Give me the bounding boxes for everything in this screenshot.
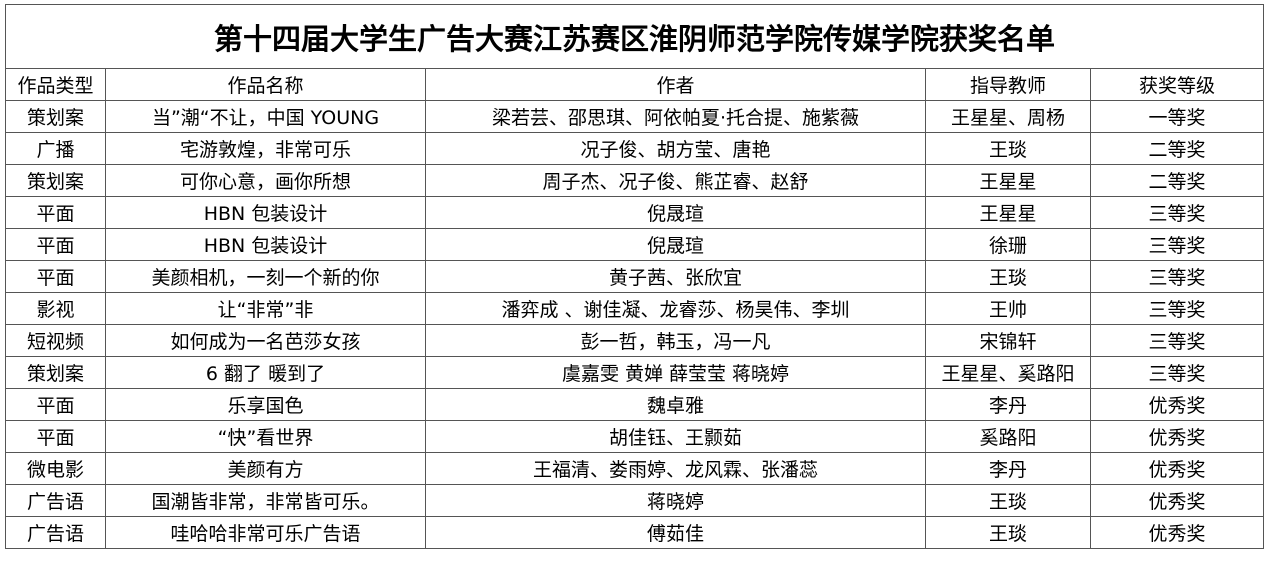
cell-advisor: 王琰 bbox=[925, 516, 1091, 549]
cell-type: 平面 bbox=[5, 260, 106, 293]
cell-authors: 潘弈成 、谢佳凝、龙睿莎、杨昊伟、李圳 bbox=[425, 292, 926, 325]
cell-work-name: HBN 包装设计 bbox=[105, 196, 426, 229]
cell-award: 优秀奖 bbox=[1089, 452, 1265, 485]
cell-advisor: 王琰 bbox=[925, 132, 1091, 165]
table-row: 广告语 国潮皆非常，非常皆可乐。 蒋晓婷 王琰 优秀奖 bbox=[5, 484, 1265, 517]
cell-type: 策划案 bbox=[5, 164, 106, 197]
cell-authors: 傅茹佳 bbox=[425, 516, 926, 549]
cell-advisor: 王琰 bbox=[925, 484, 1091, 517]
cell-award: 优秀奖 bbox=[1089, 388, 1265, 421]
table-row: 微电影 美颜有方 王福清、娄雨婷、龙风霖、张潘蕊 李丹 优秀奖 bbox=[5, 452, 1265, 485]
header-advisor: 指导教师 bbox=[925, 68, 1091, 101]
cell-advisor: 王星星 bbox=[925, 164, 1091, 197]
cell-authors: 况子俊、胡方莹、唐艳 bbox=[425, 132, 926, 165]
cell-type: 短视频 bbox=[5, 324, 106, 357]
cell-work-name: 当”潮“不让，中国 YOUNG bbox=[105, 100, 426, 133]
cell-award: 一等奖 bbox=[1089, 100, 1265, 133]
cell-authors: 虞嘉雯 黄婵 薛莹莹 蒋晓婷 bbox=[425, 356, 926, 389]
table-row: 平面 “快”看世界 胡佳钰、王颢茹 奚路阳 优秀奖 bbox=[5, 420, 1265, 453]
cell-authors: 周子杰、况子俊、熊芷睿、赵舒 bbox=[425, 164, 926, 197]
cell-type: 策划案 bbox=[5, 100, 106, 133]
cell-award: 三等奖 bbox=[1089, 292, 1265, 325]
cell-award: 三等奖 bbox=[1089, 324, 1265, 357]
header-row: 作品类型 作品名称 作者 指导教师 获奖等级 bbox=[5, 68, 1265, 101]
cell-type: 平面 bbox=[5, 420, 106, 453]
table-row: 短视频 如何成为一名芭莎女孩 彭一哲，韩玉，冯一凡 宋锦轩 三等奖 bbox=[5, 324, 1265, 357]
cell-authors: 胡佳钰、王颢茹 bbox=[425, 420, 926, 453]
header-authors: 作者 bbox=[425, 68, 926, 101]
cell-authors: 王福清、娄雨婷、龙风霖、张潘蕊 bbox=[425, 452, 926, 485]
cell-work-name: 美颜相机，一刻一个新的你 bbox=[105, 260, 426, 293]
cell-advisor: 徐珊 bbox=[925, 228, 1091, 261]
table-row: 平面 乐享国色 魏卓雅 李丹 优秀奖 bbox=[5, 388, 1265, 421]
cell-work-name: 美颜有方 bbox=[105, 452, 426, 485]
cell-work-name: 如何成为一名芭莎女孩 bbox=[105, 324, 426, 357]
table-row: 影视 让“非常”非 潘弈成 、谢佳凝、龙睿莎、杨昊伟、李圳 王帅 三等奖 bbox=[5, 292, 1265, 325]
cell-advisor: 李丹 bbox=[925, 388, 1091, 421]
table-row: 平面 美颜相机，一刻一个新的你 黄子茜、张欣宜 王琰 三等奖 bbox=[5, 260, 1265, 293]
cell-advisor: 宋锦轩 bbox=[925, 324, 1091, 357]
table-row: 广播 宅游敦煌，非常可乐 况子俊、胡方莹、唐艳 王琰 二等奖 bbox=[5, 132, 1265, 165]
cell-authors: 倪晟瑄 bbox=[425, 196, 926, 229]
cell-work-name: 让“非常”非 bbox=[105, 292, 426, 325]
cell-award: 三等奖 bbox=[1089, 260, 1265, 293]
header-work-name: 作品名称 bbox=[105, 68, 426, 101]
cell-type: 广告语 bbox=[5, 484, 106, 517]
cell-award: 优秀奖 bbox=[1089, 484, 1265, 517]
cell-type: 广播 bbox=[5, 132, 106, 165]
table-row: 策划案 可你心意，画你所想 周子杰、况子俊、熊芷睿、赵舒 王星星 二等奖 bbox=[5, 164, 1265, 197]
cell-type: 平面 bbox=[5, 228, 106, 261]
cell-award: 三等奖 bbox=[1089, 196, 1265, 229]
cell-authors: 倪晟瑄 bbox=[425, 228, 926, 261]
cell-award: 二等奖 bbox=[1089, 164, 1265, 197]
cell-work-name: 6 翻了 暖到了 bbox=[105, 356, 426, 389]
table-row: 平面 HBN 包装设计 倪晟瑄 王星星 三等奖 bbox=[5, 196, 1265, 229]
cell-award: 二等奖 bbox=[1089, 132, 1265, 165]
cell-authors: 魏卓雅 bbox=[425, 388, 926, 421]
cell-advisor: 王帅 bbox=[925, 292, 1091, 325]
title-row: 第十四届大学生广告大赛江苏赛区淮阴师范学院传媒学院获奖名单 bbox=[4, 4, 1265, 69]
award-list-table: 第十四届大学生广告大赛江苏赛区淮阴师范学院传媒学院获奖名单 作品类型 作品名称 … bbox=[4, 4, 1265, 549]
table-row: 策划案 当”潮“不让，中国 YOUNG 梁若芸、邵思琪、阿依帕夏·托合提、施紫薇 王星… bbox=[5, 100, 1265, 133]
cell-work-name: 宅游敦煌，非常可乐 bbox=[105, 132, 426, 165]
cell-work-name: 国潮皆非常，非常皆可乐。 bbox=[105, 484, 426, 517]
cell-authors: 蒋晓婷 bbox=[425, 484, 926, 517]
table-row: 广告语 哇哈哈非常可乐广告语 傅茹佳 王琰 优秀奖 bbox=[5, 516, 1265, 549]
cell-type: 广告语 bbox=[5, 516, 106, 549]
cell-authors: 彭一哲，韩玉，冯一凡 bbox=[425, 324, 926, 357]
cell-work-name: 可你心意，画你所想 bbox=[105, 164, 426, 197]
cell-advisor: 奚路阳 bbox=[925, 420, 1091, 453]
cell-award: 三等奖 bbox=[1089, 228, 1265, 261]
cell-work-name: “快”看世界 bbox=[105, 420, 426, 453]
cell-authors: 梁若芸、邵思琪、阿依帕夏·托合提、施紫薇 bbox=[425, 100, 926, 133]
page-title: 第十四届大学生广告大赛江苏赛区淮阴师范学院传媒学院获奖名单 bbox=[4, 4, 1265, 69]
cell-award: 优秀奖 bbox=[1089, 420, 1265, 453]
table-row: 策划案 6 翻了 暖到了 虞嘉雯 黄婵 薛莹莹 蒋晓婷 王星星、奚路阳 三等奖 bbox=[5, 356, 1265, 389]
cell-type: 策划案 bbox=[5, 356, 106, 389]
cell-award: 优秀奖 bbox=[1089, 516, 1265, 549]
cell-type: 平面 bbox=[5, 388, 106, 421]
cell-work-name: 哇哈哈非常可乐广告语 bbox=[105, 516, 426, 549]
cell-type: 微电影 bbox=[5, 452, 106, 485]
header-type: 作品类型 bbox=[5, 68, 106, 101]
cell-advisor: 王星星、奚路阳 bbox=[925, 356, 1091, 389]
table-row: 平面 HBN 包装设计 倪晟瑄 徐珊 三等奖 bbox=[5, 228, 1265, 261]
cell-advisor: 王星星 bbox=[925, 196, 1091, 229]
header-award: 获奖等级 bbox=[1089, 68, 1265, 101]
cell-authors: 黄子茜、张欣宜 bbox=[425, 260, 926, 293]
cell-advisor: 王琰 bbox=[925, 260, 1091, 293]
cell-work-name: 乐享国色 bbox=[105, 388, 426, 421]
cell-work-name: HBN 包装设计 bbox=[105, 228, 426, 261]
cell-type: 平面 bbox=[5, 196, 106, 229]
cell-award: 三等奖 bbox=[1089, 356, 1265, 389]
cell-advisor: 李丹 bbox=[925, 452, 1091, 485]
cell-type: 影视 bbox=[5, 292, 106, 325]
cell-advisor: 王星星、周杨 bbox=[925, 100, 1091, 133]
